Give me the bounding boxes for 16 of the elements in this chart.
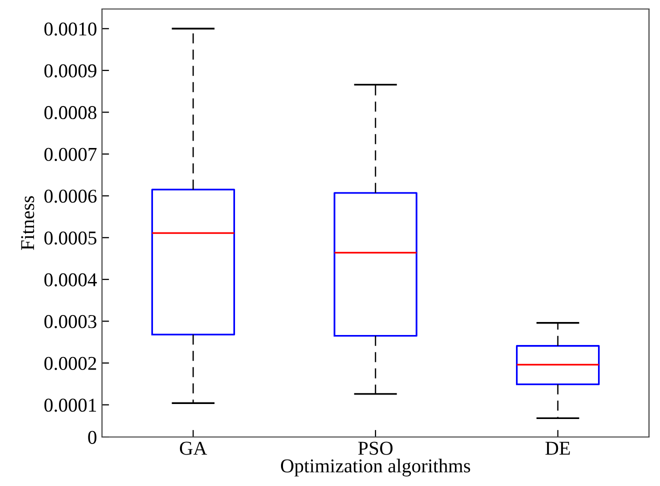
y-tick-label: 0.0008 [44, 106, 96, 120]
y-tick-label: 0.0002 [44, 356, 96, 370]
y-tick-label: 0 [88, 430, 96, 444]
y-tick-label: 0.0001 [44, 398, 96, 412]
y-tick-label: 0.0004 [44, 273, 97, 286]
x-tick-label: PSO [358, 442, 393, 455]
x-tick-label: GA [180, 442, 208, 455]
y-tick-label: 0.0005 [44, 231, 96, 245]
x-axis-title: Optimization algorithms [280, 458, 470, 476]
y-tick-label: 0.0003 [44, 315, 96, 328]
y-tick-label: 0.0007 [44, 148, 97, 162]
y-tick-label: 0.0009 [44, 64, 96, 78]
y-tick-label: 0.0010 [44, 22, 96, 36]
y-axis-title: Fitness [21, 196, 34, 250]
y-tick-label: 0.0006 [44, 190, 97, 203]
x-tick-label: DE [545, 442, 570, 455]
